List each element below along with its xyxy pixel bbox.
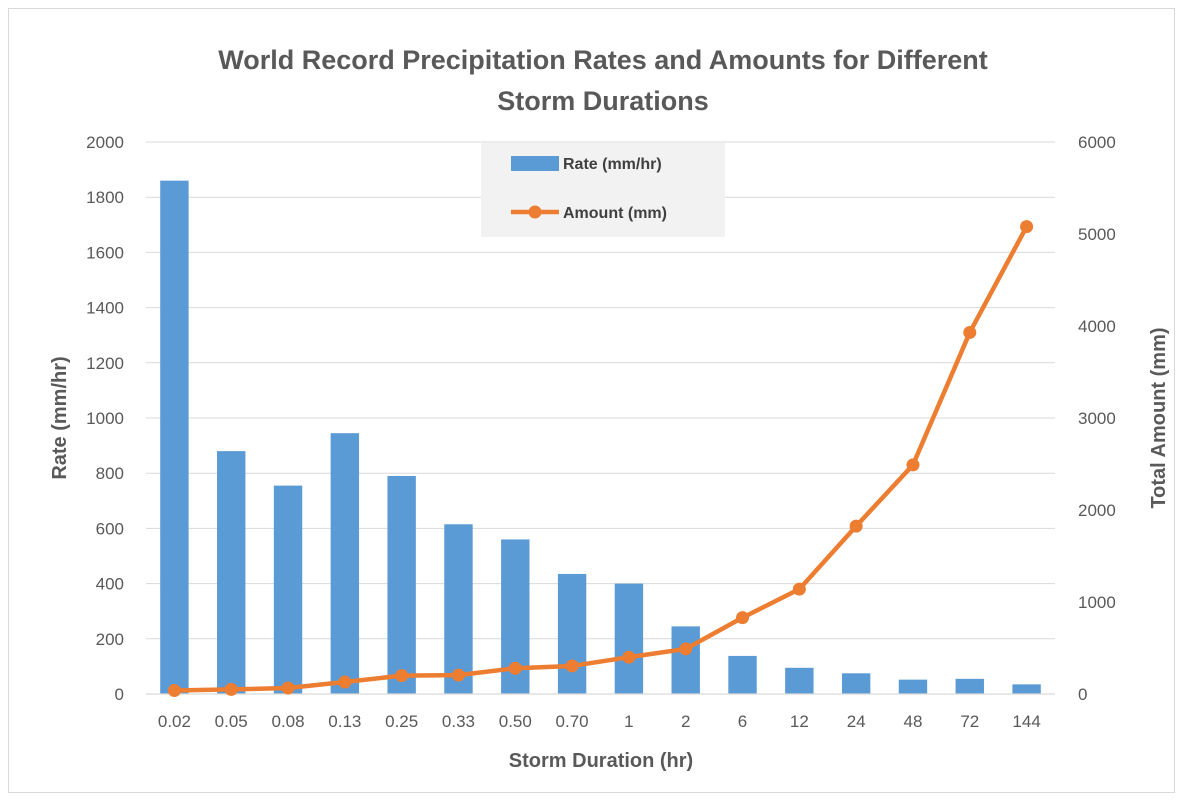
y2-tick-label: 1000 — [1078, 593, 1116, 612]
x-tick-label: 0.25 — [385, 712, 418, 731]
x-tick-label: 0.50 — [499, 712, 532, 731]
left-axis-ticks: 0 200 400 600 800 1000 1200 1400 1600 1800 2000 — [86, 133, 124, 704]
amount-point — [281, 681, 295, 695]
legend-line-marker — [528, 205, 542, 219]
rate-bar — [955, 678, 984, 694]
rate-bar — [217, 451, 246, 694]
rate-bar — [273, 485, 303, 694]
rate-bar — [160, 180, 189, 694]
y-tick-label: 1600 — [86, 243, 124, 262]
amount-point — [451, 668, 465, 682]
amount-point — [622, 650, 636, 664]
rate-bars — [160, 180, 1041, 694]
amount-point — [679, 642, 693, 656]
amount-point — [508, 661, 522, 675]
rate-bar — [387, 475, 416, 694]
rate-bar — [557, 573, 587, 694]
rate-bar — [1012, 684, 1041, 694]
rate-bar — [898, 679, 928, 694]
amount-point — [1020, 220, 1034, 234]
legend-label-amount: Amount (mm) — [563, 205, 667, 222]
rate-bar — [671, 626, 700, 694]
y-tick-label: 2000 — [86, 133, 124, 152]
y2-tick-label: 2000 — [1078, 501, 1116, 520]
y-tick-label: 600 — [96, 519, 124, 538]
amount-point — [565, 659, 579, 673]
rate-bar — [841, 673, 871, 694]
y-tick-label: 800 — [96, 464, 124, 483]
chart-title-line-1: World Record Precipitation Rates and Amo… — [218, 45, 988, 75]
x-tick-label: 0.33 — [442, 712, 475, 731]
x-tick-label: 0.13 — [328, 712, 361, 731]
x-tick-label: 0.05 — [215, 712, 248, 731]
y-tick-label: 1800 — [86, 188, 124, 207]
amount-line — [172, 224, 1029, 693]
y2-tick-label: 4000 — [1078, 317, 1116, 336]
y-tick-label: 1200 — [86, 354, 124, 373]
amount-point — [736, 611, 750, 625]
right-axis-ticks: 0 1000 2000 3000 4000 5000 6000 — [1078, 133, 1116, 704]
rate-bar — [614, 583, 644, 694]
x-tick-label: 48 — [904, 712, 923, 731]
amount-point — [963, 325, 977, 339]
y-tick-label: 200 — [96, 630, 124, 649]
chart-title: World Record Precipitation Rates and Amo… — [218, 45, 988, 116]
chart-title-line-2: Storm Durations — [497, 86, 709, 116]
x-tick-label: 2 — [681, 712, 690, 731]
y-tick-label: 1400 — [86, 299, 124, 318]
y2-tick-label: 3000 — [1078, 409, 1116, 428]
y2-tick-label: 5000 — [1078, 225, 1116, 244]
x-tick-label: 0.70 — [556, 712, 589, 731]
y-axis-title: Rate (mm/hr) — [49, 356, 71, 479]
rate-bar — [330, 433, 360, 694]
legend: Rate (mm/hr) Amount (mm) — [481, 143, 725, 237]
y-tick-label: 400 — [96, 575, 124, 594]
amount-point — [167, 684, 181, 698]
x-axis-title: Storm Duration (hr) — [509, 750, 693, 772]
x-tick-label: 12 — [790, 712, 809, 731]
legend-bar-swatch — [511, 156, 559, 171]
amount-point — [395, 669, 409, 683]
x-tick-label: 6 — [738, 712, 747, 731]
x-tick-label: 0.02 — [158, 712, 191, 731]
amount-line-series — [167, 220, 1034, 698]
amount-point — [906, 458, 920, 472]
x-tick-label: 72 — [960, 712, 979, 731]
x-tick-label: 24 — [847, 712, 866, 731]
amount-point — [849, 519, 863, 533]
x-tick-label: 0.08 — [271, 712, 304, 731]
legend-label-rate: Rate (mm/hr) — [563, 156, 662, 173]
x-axis-ticks: 0.02 0.05 0.08 0.13 0.25 0.33 0.50 0.70 1 2 6 12 24 4… — [158, 712, 1041, 731]
y2-axis-title: Total Amount (mm) — [1148, 327, 1170, 508]
rate-bar — [444, 524, 473, 694]
x-tick-label: 144 — [1012, 712, 1040, 731]
y2-tick-label: 0 — [1078, 685, 1087, 704]
y2-tick-label: 6000 — [1078, 133, 1116, 152]
rate-bar — [728, 655, 757, 694]
x-tick-label: 1 — [624, 712, 633, 731]
rate-bar — [785, 667, 814, 694]
amount-point — [792, 582, 806, 596]
amount-point — [338, 675, 352, 689]
y-tick-label: 0 — [115, 685, 124, 704]
amount-point — [224, 682, 238, 696]
y-tick-label: 1000 — [86, 409, 124, 428]
